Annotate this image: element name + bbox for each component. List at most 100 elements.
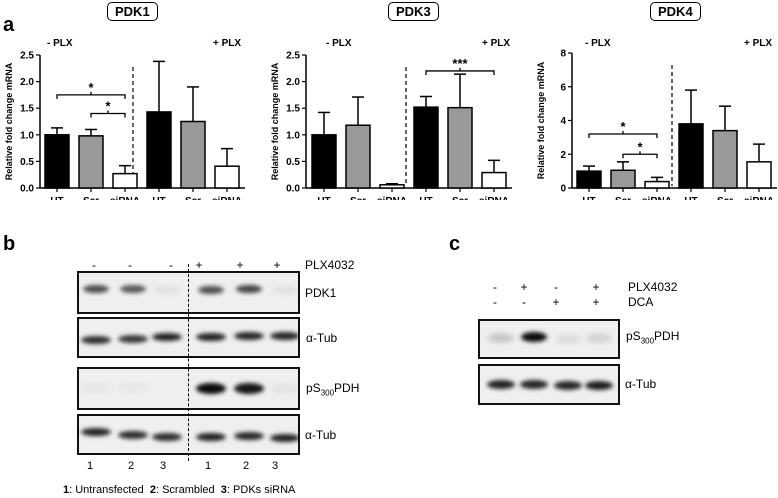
significance-label: * bbox=[620, 119, 626, 134]
band bbox=[154, 286, 180, 294]
bar bbox=[610, 169, 636, 189]
x-tick-label: siRNA bbox=[744, 196, 774, 200]
blot-label-alpha-tubulin-2: α-Tub bbox=[305, 428, 337, 442]
chart-title-pdk1: PDK1 bbox=[107, 2, 158, 21]
band bbox=[81, 382, 111, 393]
y-tick-label: 8 bbox=[560, 49, 566, 60]
band bbox=[272, 286, 298, 294]
band bbox=[196, 383, 226, 394]
bar bbox=[214, 165, 240, 189]
plus-plx-label: + PLX bbox=[482, 38, 511, 49]
band bbox=[152, 433, 182, 441]
bar bbox=[379, 184, 405, 189]
y-tick-label: 2.5 bbox=[20, 51, 34, 62]
y-tick-label: 1.5 bbox=[286, 104, 300, 115]
band bbox=[487, 380, 515, 389]
minus-plx-label: - PLX bbox=[326, 38, 352, 49]
dca-sign: + bbox=[592, 295, 600, 309]
chart-pdk1: Relative fold change mRNA 0.0 0.5 1.0 1.5 2.0… bbox=[4, 51, 245, 200]
plx4032-sign: - bbox=[493, 280, 497, 294]
x-tick-label: siRNA bbox=[110, 196, 140, 200]
band bbox=[198, 286, 224, 294]
band bbox=[236, 285, 262, 293]
x-tick-label: Scr bbox=[615, 196, 631, 200]
legend-text-2: : Scrambled bbox=[155, 484, 215, 496]
y-tick-label: 2.0 bbox=[286, 77, 300, 88]
blot-label-pdk1: PDK1 bbox=[305, 286, 337, 300]
y-axis-label: Relative fold change mRNA bbox=[270, 62, 280, 180]
chart-pdk3: Relative fold change mRNA 0.0 0.5 1.0 1.5 2.0… bbox=[270, 51, 512, 200]
band bbox=[586, 333, 612, 343]
dca-sign: - bbox=[493, 295, 497, 309]
band bbox=[118, 335, 148, 343]
bar bbox=[180, 120, 206, 189]
bar bbox=[146, 111, 172, 189]
significance-label: * bbox=[105, 99, 111, 114]
significance-label: * bbox=[637, 139, 643, 154]
plx4032-label-c: PLX4032 bbox=[628, 280, 678, 294]
chart-title-pdk3: PDK3 bbox=[388, 2, 439, 21]
bar bbox=[78, 135, 104, 189]
bar bbox=[712, 129, 738, 189]
label-sub: 300 bbox=[640, 336, 655, 346]
bar bbox=[644, 180, 670, 189]
blot-label-alpha-tubulin-c: α-Tub bbox=[625, 377, 657, 391]
x-tick-label: siRNA bbox=[479, 196, 509, 200]
treatment-sign: + bbox=[236, 258, 244, 272]
lane-number: 3 bbox=[272, 460, 279, 472]
label-main: pS bbox=[306, 381, 321, 395]
plx4032-sign: + bbox=[520, 280, 528, 294]
y-tick-label: 0.5 bbox=[20, 157, 34, 168]
x-tick-label: siRNA bbox=[642, 196, 672, 200]
band bbox=[196, 333, 226, 341]
bar bbox=[44, 134, 70, 189]
lane-number: 2 bbox=[243, 460, 250, 472]
bar bbox=[481, 171, 507, 189]
y-tick-label: 0 bbox=[560, 184, 566, 195]
y-tick-label: 2 bbox=[560, 150, 566, 161]
plus-plx-label: + PLX bbox=[744, 38, 773, 49]
y-tick-label: 2.0 bbox=[20, 77, 34, 88]
x-tick-label: UT bbox=[419, 196, 432, 200]
legend-num-2: 2 bbox=[149, 484, 156, 496]
lane-legend: 1: Untransfected 2: Scrambled 3: PDKs si… bbox=[63, 484, 295, 496]
y-tick-label: 1.0 bbox=[20, 130, 34, 141]
bar bbox=[576, 170, 602, 189]
y-tick-label: 1.0 bbox=[286, 130, 300, 141]
x-tick-label: UT bbox=[582, 196, 595, 200]
band bbox=[81, 336, 111, 344]
band bbox=[521, 332, 547, 342]
plus-plx-label: + PLX bbox=[213, 38, 242, 49]
bar bbox=[678, 123, 704, 189]
x-tick-label: Scr bbox=[350, 196, 366, 200]
label-tail: PDH bbox=[654, 329, 680, 343]
band bbox=[270, 434, 298, 442]
bar bbox=[112, 172, 138, 189]
blot-alpha-tubulin-c bbox=[478, 364, 620, 405]
treatment-sign: - bbox=[92, 258, 96, 272]
band bbox=[83, 285, 109, 293]
lane-number: 3 bbox=[160, 460, 167, 472]
panel-a-letter: a bbox=[3, 14, 15, 36]
band bbox=[234, 383, 264, 394]
y-tick-label: 2.5 bbox=[286, 51, 300, 62]
bar bbox=[447, 106, 473, 189]
blot-label-alpha-tubulin: α-Tub bbox=[306, 331, 338, 345]
significance-label: * bbox=[88, 80, 94, 95]
blot-label-ps300-pdh-c: pS300PDH bbox=[626, 329, 679, 345]
band bbox=[234, 332, 264, 340]
minus-plx-label: - PLX bbox=[47, 38, 73, 49]
y-tick-label: 4 bbox=[560, 116, 566, 127]
x-tick-label: UT bbox=[50, 196, 63, 200]
x-tick-label: UT bbox=[684, 196, 697, 200]
x-tick-label: Scr bbox=[83, 196, 99, 200]
lane-divider bbox=[188, 264, 189, 461]
band bbox=[520, 380, 548, 389]
band bbox=[234, 432, 264, 440]
bar bbox=[413, 106, 439, 189]
panel-b-letter: b bbox=[3, 233, 16, 255]
label-sub: 300 bbox=[320, 388, 335, 398]
chart-pdk4: Relative fold change mRNA 0 2 4 6 8 UT Scr siRNA… bbox=[536, 49, 777, 200]
y-tick-label: 1.5 bbox=[20, 104, 34, 115]
band bbox=[120, 285, 146, 293]
